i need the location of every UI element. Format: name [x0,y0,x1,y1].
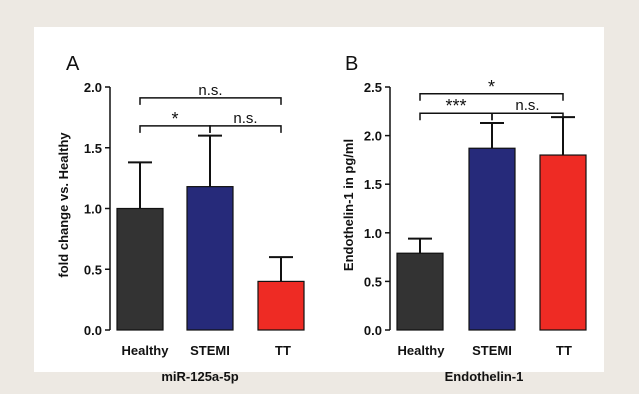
panel-b-bar-tt [539,154,587,331]
panel-b-significance-bracket [419,93,564,101]
panel-a-y-tick-label: 0.0 [84,323,102,338]
panel-b-y-tick-label: 1.5 [364,177,382,192]
panel-a-y-tick-label: 2.0 [84,80,102,95]
panel-b-category-label: STEMI [472,343,512,358]
panel-b-y-tick-label: 2.5 [364,80,382,95]
panel-b-significance-label: * [488,77,495,97]
panel-b-significance-label: n.s. [515,97,539,114]
panel-a-significance-label: n.s. [198,82,222,99]
panel-a-bar-tt [257,280,305,331]
panel-b-bar-stemi [468,147,516,331]
panel-b-y-tick-label: 0.0 [364,323,382,338]
panel-a-bar-healthy [116,207,164,331]
panel-b-y-tick-label: 0.5 [364,274,382,289]
panel-a-significance-bracket [139,97,282,105]
panel-b-bar-healthy [396,252,444,331]
panel-a-label: A [66,53,80,75]
panel-b-y-tick-label: 1.0 [364,226,382,241]
panel-b-y-tick-label: 2.0 [364,129,382,144]
panel-a-significance-bracket [209,125,282,133]
panel-a-y-tick-label: 1.5 [84,141,102,156]
panel-b-category-label: TT [556,343,572,358]
panel-b-label: B [345,53,358,75]
panel-b-significance-bracket [491,112,564,121]
panel-a-significance-label: n.s. [233,110,257,127]
panel-a-bar-stemi [186,186,234,331]
panel-b-x-axis-label: Endothelin-1 [445,369,524,384]
panel-a-y-axis-label: fold change vs. Healthy [56,132,71,278]
panel-b-y-axis-label: Endothelin-1 in pg/ml [341,139,356,271]
panel-a-x-axis-label: miR-125a-5p [161,369,238,384]
panel-a-y-tick-label: 1.0 [84,202,102,217]
panel-a-y-tick-label: 0.5 [84,262,102,277]
panel-a-significance-label: * [171,109,178,129]
panel-b-significance-label: *** [445,96,466,116]
panel-a-category-label: Healthy [122,343,170,358]
panel-b-category-label: Healthy [398,343,446,358]
panel-a-category-label: TT [275,343,291,358]
panel-a-category-label: STEMI [190,343,230,358]
